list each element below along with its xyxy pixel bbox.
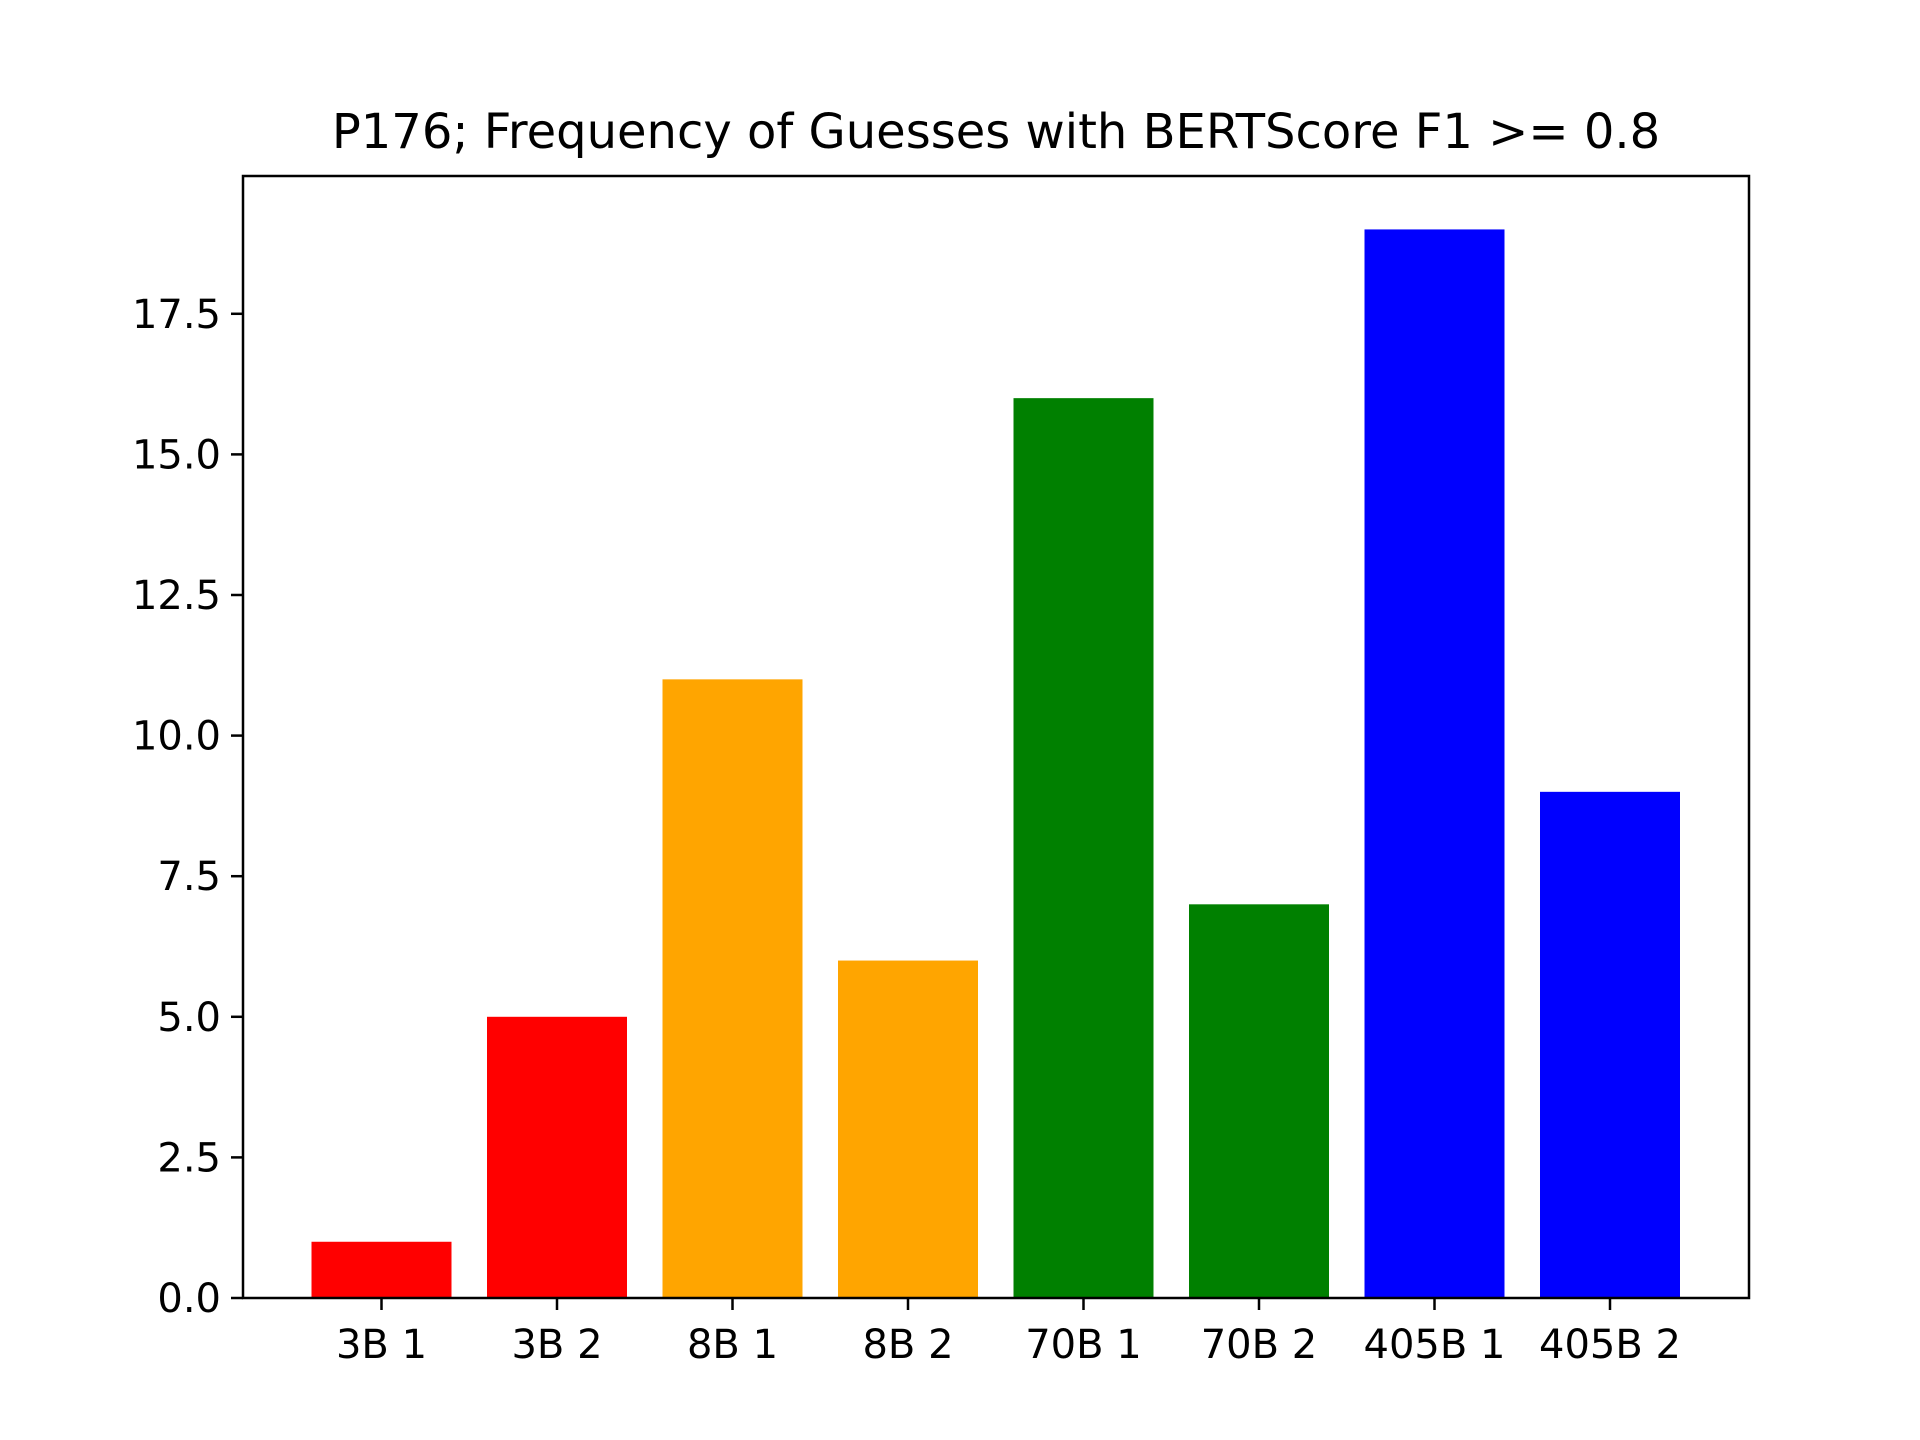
- y-tick-label: 17.5: [132, 292, 221, 338]
- bar-70b-2: [1189, 904, 1329, 1298]
- x-tick-label: 405B 1: [1364, 1322, 1506, 1368]
- y-tick-label: 12.5: [132, 573, 221, 619]
- chart-title: P176; Frequency of Guesses with BERTScor…: [332, 104, 1660, 160]
- x-tick-label: 70B 1: [1025, 1322, 1142, 1368]
- y-tick-label: 2.5: [157, 1135, 221, 1181]
- x-tick-label: 3B 2: [511, 1322, 602, 1368]
- y-tick-label: 0.0: [157, 1276, 221, 1322]
- y-tick-label: 5.0: [157, 995, 221, 1041]
- bar-405b-2: [1540, 791, 1680, 1298]
- bar-3b-2: [487, 1016, 627, 1298]
- x-axis: 3B 1 3B 2 8B 1 8B 2 70B 1 70B 2 405B 1 405B 2: [336, 1298, 1681, 1368]
- bar-3b-1: [311, 1241, 452, 1298]
- y-tick-label: 7.5: [157, 854, 221, 900]
- y-axis: 0.0 2.5 5.0 7.5 10.0 12.5 15.0 17.5: [132, 292, 243, 1322]
- y-tick-label: 15.0: [132, 432, 221, 478]
- x-tick-label: 8B 2: [862, 1322, 953, 1368]
- x-tick-label: 3B 1: [336, 1322, 427, 1368]
- bar-8b-2: [838, 960, 978, 1298]
- bar-405b-1: [1364, 229, 1505, 1298]
- bars-group: [311, 229, 1680, 1298]
- x-tick-label: 8B 1: [687, 1322, 778, 1368]
- plot-frame: [241, 174, 1751, 1300]
- x-tick-label: 405B 2: [1539, 1322, 1681, 1368]
- y-tick-label: 10.0: [132, 714, 221, 760]
- x-tick-label: 70B 2: [1201, 1322, 1318, 1368]
- bar-8b-1: [662, 679, 803, 1298]
- bar-70b-1: [1013, 398, 1154, 1298]
